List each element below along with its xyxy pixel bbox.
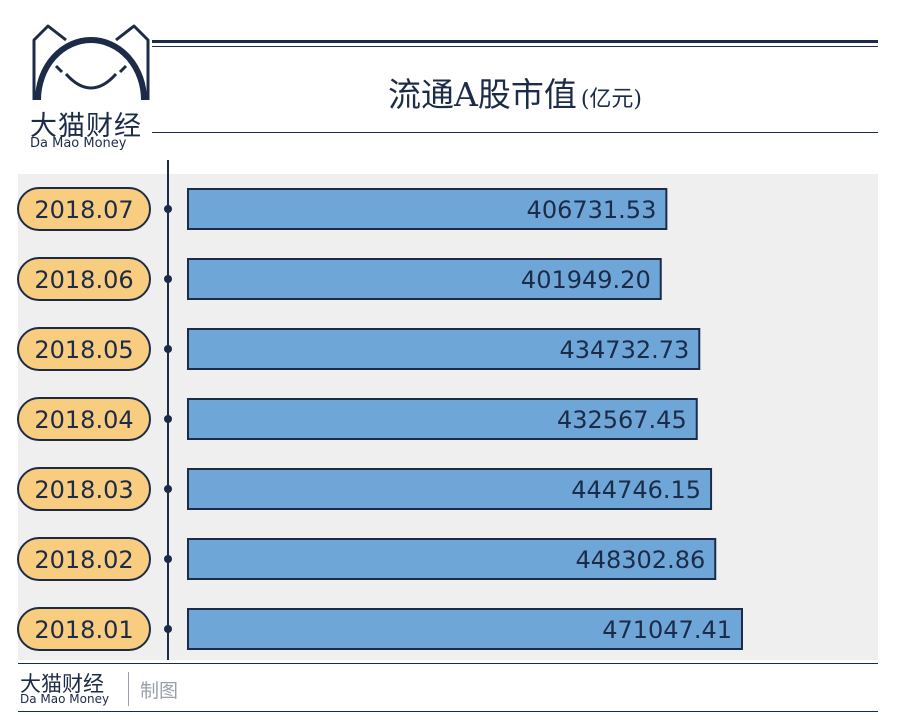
axis-tick-dot [164, 485, 172, 493]
category-label-pill [17, 467, 151, 511]
bar [187, 608, 743, 650]
category-label-pill [17, 607, 151, 651]
brand-name-en: Da Mao Money [30, 136, 127, 151]
footer-rule-bottom [18, 711, 878, 712]
bar-value-label: 448302.86 [575, 546, 705, 574]
axis-tick-dot [164, 275, 172, 283]
footer-brand-en: Da Mao Money [20, 692, 110, 706]
chart-title-unit: (亿元) [580, 87, 642, 112]
category-tick-label: 2018.01 [34, 616, 133, 644]
chart-title-main: 流通A股市值 [387, 75, 577, 114]
axis-tick-dot [164, 555, 172, 563]
bar [187, 538, 717, 580]
header-rule-thick [152, 40, 878, 43]
chart-title: 流通A股市值 (亿元) [152, 68, 878, 116]
footer-rule-top [18, 663, 878, 664]
bar-value-label: 471047.41 [602, 616, 732, 644]
axis-tick-dot [164, 345, 172, 353]
bar [187, 328, 701, 370]
brand-name-cn: 大猫财经 [30, 111, 142, 142]
header-rule-thin [152, 46, 878, 47]
footer-separator [128, 672, 129, 706]
category-label-pill [17, 187, 151, 231]
bar [187, 188, 668, 230]
brand-logo: 大猫财经 Da Mao Money [18, 22, 158, 152]
axis-tick-dot [164, 625, 172, 633]
bar-value-label: 406731.53 [527, 196, 657, 224]
bar-value-label: 401949.20 [521, 266, 651, 294]
bar-value-label: 432567.45 [557, 406, 687, 434]
category-label-pill [17, 257, 151, 301]
axis-tick-dot [164, 205, 172, 213]
category-tick-label: 2018.05 [34, 336, 133, 364]
bar [187, 398, 698, 440]
category-tick-label: 2018.03 [34, 476, 133, 504]
category-tick-label: 2018.06 [34, 266, 133, 294]
header-rule-bottom [152, 132, 878, 133]
bar [187, 258, 662, 300]
axis-tick-dot [164, 415, 172, 423]
category-tick-label: 2018.04 [34, 406, 133, 434]
bar [187, 468, 713, 510]
bar-value-label: 434732.73 [559, 336, 689, 364]
category-label-pill [17, 537, 151, 581]
bar-value-label: 444746.15 [571, 476, 701, 504]
category-label-pill [17, 327, 151, 371]
category-tick-label: 2018.02 [34, 546, 133, 574]
category-tick-label: 2018.07 [34, 196, 133, 224]
footer-made-by: 制图 [140, 680, 179, 702]
bar-chart: 2018.07 406731.53 2018.06 401949.20 2018.05 4… [17, 160, 878, 660]
footer-brand-cn: 大猫财经 [20, 672, 104, 696]
category-label-pill [17, 397, 151, 441]
cat-face-icon [32, 24, 150, 101]
